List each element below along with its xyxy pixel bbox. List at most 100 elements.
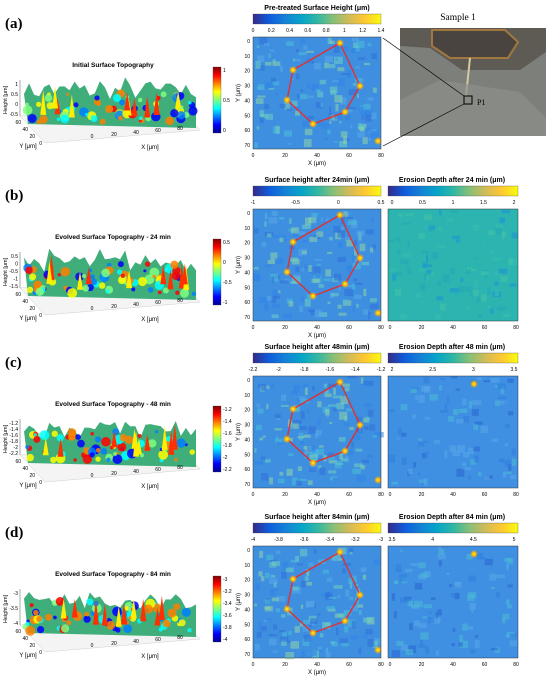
- heightmap-texture: [321, 122, 330, 129]
- y-tick-label: 0: [247, 39, 250, 45]
- heightmap-texture: [346, 138, 350, 142]
- row-label: (c): [5, 355, 22, 371]
- z-tick-label: -1.4: [9, 427, 18, 433]
- heightmap-texture: [326, 577, 333, 582]
- erosion-texture: [449, 445, 456, 452]
- x-tick-label: 20: [111, 641, 117, 647]
- colorbar-tick-label: -2.2: [249, 367, 258, 373]
- surface-patch: [173, 603, 181, 611]
- colorbar-tick-label: 0.6: [304, 28, 311, 34]
- colorbar-tick-label: 2: [513, 200, 516, 206]
- surface-plot-title: Evolved Surface Topography - 84 min: [55, 571, 171, 578]
- erosion-texture: [435, 314, 442, 320]
- colorbar-tick-label: -2: [223, 455, 228, 461]
- heightmap-texture: [322, 217, 327, 223]
- surface-patch: [90, 115, 98, 123]
- heightmap-texture: [374, 431, 384, 438]
- y-tick-label: 40: [244, 607, 250, 613]
- erosion-texture: [466, 553, 473, 560]
- erosion-texture: [438, 549, 445, 555]
- heightmap-texture: [328, 404, 337, 407]
- colorbar-tick-label: 1.4: [378, 28, 385, 34]
- surface-patch: [26, 286, 34, 294]
- x-tick-label: 40: [314, 662, 320, 668]
- heightmap-texture: [254, 461, 263, 465]
- heightmap-texture: [306, 582, 313, 586]
- heightmap-texture: [306, 569, 310, 576]
- heightmap-texture: [326, 591, 331, 598]
- heightmap-texture: [257, 384, 262, 389]
- heightmap-texture: [367, 638, 375, 647]
- heightmap-texture: [270, 574, 276, 578]
- heightmap-texture: [308, 426, 316, 434]
- heightmap-texture: [317, 465, 322, 469]
- heightmap-texture: [307, 82, 310, 89]
- heightmap-texture: [257, 408, 264, 414]
- surface-peak: [167, 269, 174, 290]
- heightmap-texture: [364, 127, 372, 132]
- erosion-texture: [418, 268, 426, 272]
- erosion-texture: [440, 377, 446, 381]
- heightmap-texture: [317, 419, 321, 425]
- heightmap-texture: [349, 426, 354, 431]
- heightmap-texture: [269, 590, 275, 597]
- surface-peak: [124, 92, 131, 111]
- heightmap-texture: [352, 254, 355, 262]
- erosion-texture: [418, 562, 426, 569]
- row-label: (a): [5, 16, 23, 32]
- surface-peak: [158, 595, 165, 620]
- heightmap-texture: [300, 411, 305, 420]
- heightmap-texture: [257, 84, 265, 90]
- erosion-texture: [418, 472, 421, 476]
- heightmap-texture: [324, 389, 329, 394]
- erosion-texture: [484, 558, 493, 566]
- erosion-frame: [387, 545, 519, 659]
- heightmap-texture: [271, 597, 279, 602]
- erosion-texture: [483, 380, 491, 383]
- heightmap-texture: [325, 647, 329, 653]
- heightmap-texture: [315, 433, 319, 439]
- erosion-texture: [474, 421, 483, 425]
- surface-patch: [170, 109, 179, 118]
- heightmap-texture: [275, 93, 279, 96]
- erosion-texture: [475, 634, 479, 638]
- surface-peak: [144, 434, 151, 451]
- y-tick-label: 40: [22, 466, 28, 472]
- erosion-texture: [438, 385, 442, 391]
- erosion-texture: [474, 280, 478, 288]
- erosion-texture: [421, 251, 429, 254]
- photo-surface: [400, 80, 546, 136]
- colorbar-tick-label: 0.4: [286, 28, 293, 34]
- erosion-texture: [418, 395, 425, 403]
- heightmap-frame: [252, 36, 382, 150]
- erosion-texture: [398, 213, 403, 217]
- surface-peak: [46, 260, 53, 284]
- heightmap-texture: [283, 130, 292, 137]
- erosion-texture: [448, 416, 455, 422]
- heightmap-texture: [362, 137, 368, 145]
- surface-patch: [55, 597, 65, 606]
- heightmap-texture: [264, 82, 274, 89]
- x-tick-label: 0: [252, 325, 255, 331]
- erosion-texture: [435, 650, 439, 656]
- x-axis-label: X [μm]: [141, 484, 159, 490]
- surface-patch: [82, 285, 90, 292]
- erosion-texture: [491, 438, 499, 443]
- x-tick-label: 60: [482, 662, 488, 668]
- heightmap-texture: [266, 403, 269, 410]
- colorbar-tick-label: 0: [337, 200, 340, 206]
- erosion-texture: [437, 609, 442, 616]
- heightmap-frame: [252, 375, 382, 489]
- heightmap-texture: [324, 62, 329, 69]
- colorbar-tick-label: -0.5: [291, 200, 300, 206]
- heightmap-texture: [347, 270, 351, 274]
- heightmap-texture: [347, 376, 357, 379]
- heightmap-texture: [370, 302, 379, 310]
- heightmap-texture: [267, 259, 276, 265]
- surface-patch: [85, 112, 89, 117]
- heightmap-texture: [288, 453, 294, 457]
- heightmap-texture: [266, 113, 273, 120]
- erosion-texture: [400, 259, 409, 265]
- z-tick-label: 0: [15, 262, 18, 268]
- erosion-texture: [459, 408, 468, 413]
